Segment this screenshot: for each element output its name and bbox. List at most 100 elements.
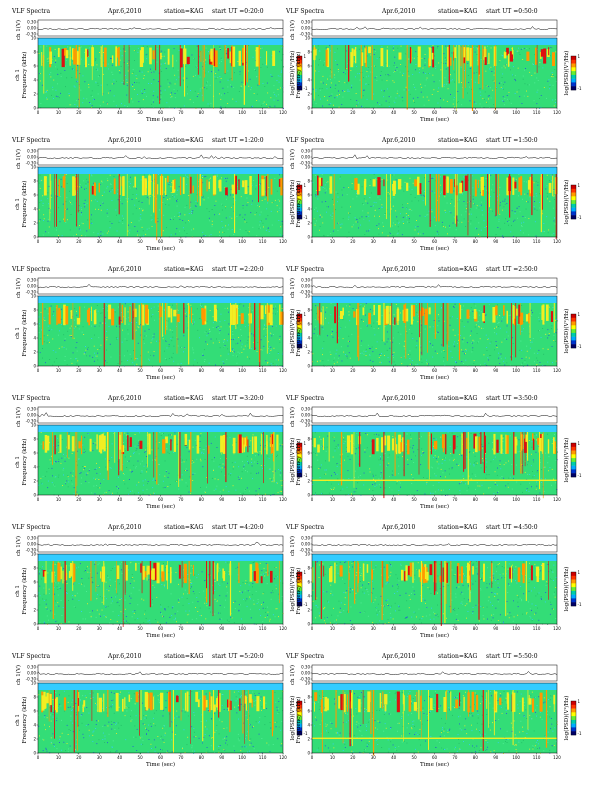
- colorbar-frame: [570, 184, 577, 220]
- noise-speckle: [264, 323, 265, 325]
- noise-speckle: [107, 310, 109, 312]
- noise-speckle: [249, 446, 251, 447]
- noise-speckle: [162, 487, 164, 489]
- noise-speckle: [176, 313, 177, 314]
- noise-speckle: [228, 333, 230, 335]
- noise-speckle: [523, 95, 525, 97]
- noise-speckle: [170, 186, 172, 188]
- noise-speckle: [40, 199, 42, 201]
- noise-speckle: [98, 325, 100, 327]
- emission-patch: [380, 48, 384, 67]
- noise-speckle: [186, 77, 188, 79]
- noise-speckle: [449, 324, 451, 326]
- noise-speckle: [444, 77, 446, 79]
- noise-speckle: [174, 216, 175, 217]
- noise-speckle: [523, 221, 525, 223]
- noise-speckle: [154, 319, 155, 321]
- noise-speckle: [315, 195, 317, 197]
- noise-speckle: [556, 92, 558, 94]
- emission-patch: [73, 48, 76, 65]
- noise-speckle: [40, 338, 42, 340]
- channel-waveform: [311, 26, 558, 30]
- noise-speckle: [453, 458, 455, 460]
- noise-speckle: [263, 226, 264, 228]
- noise-speckle: [347, 340, 349, 342]
- noise-speckle: [231, 187, 232, 189]
- noise-speckle: [463, 177, 465, 179]
- noise-speckle: [338, 80, 340, 82]
- noise-speckle: [392, 324, 394, 325]
- emission-patch: [260, 433, 262, 455]
- noise-speckle: [68, 55, 70, 57]
- noise-speckle: [381, 204, 383, 206]
- x-tick-label: 100: [512, 368, 520, 373]
- noise-speckle: [40, 432, 42, 433]
- noise-speckle: [105, 449, 107, 451]
- noise-speckle: [144, 451, 146, 453]
- noise-speckle: [351, 188, 353, 190]
- noise-speckle: [218, 341, 220, 343]
- noise-speckle: [332, 489, 334, 490]
- noise-speckle: [164, 350, 165, 352]
- noise-speckle: [360, 72, 362, 74]
- noise-speckle: [50, 72, 52, 74]
- noise-speckle: [380, 75, 382, 76]
- noise-speckle: [445, 59, 447, 61]
- noise-speckle: [315, 494, 316, 495]
- noise-speckle: [119, 470, 121, 472]
- colorbar-segment: [571, 314, 576, 318]
- noise-speckle: [136, 194, 138, 196]
- noise-speckle: [267, 455, 269, 457]
- noise-speckle: [66, 77, 68, 79]
- noise-speckle: [53, 98, 54, 99]
- noise-speckle: [221, 453, 223, 455]
- noise-speckle: [61, 439, 63, 441]
- noise-speckle: [432, 457, 434, 458]
- noise-speckle: [367, 68, 369, 70]
- noise-speckle: [54, 476, 56, 478]
- noise-speckle: [271, 479, 272, 481]
- noise-speckle: [504, 51, 505, 53]
- noise-speckle: [337, 222, 339, 224]
- noise-speckle: [538, 451, 540, 453]
- noise-speckle: [140, 472, 142, 474]
- noise-speckle: [193, 352, 195, 354]
- noise-speckle: [434, 225, 436, 227]
- noise-speckle: [52, 475, 53, 477]
- noise-speckle: [415, 303, 417, 305]
- noise-speckle: [529, 364, 531, 366]
- noise-speckle: [500, 54, 502, 56]
- noise-speckle: [260, 441, 262, 443]
- noise-speckle: [193, 57, 195, 59]
- noise-speckle: [124, 456, 126, 458]
- noise-speckle: [327, 435, 329, 437]
- noise-speckle: [449, 317, 451, 319]
- noise-speckle: [395, 210, 397, 212]
- noise-speckle: [509, 100, 510, 102]
- noise-speckle: [551, 47, 553, 49]
- noise-speckle: [405, 53, 407, 55]
- noise-speckle: [552, 307, 554, 308]
- noise-speckle: [324, 187, 326, 189]
- noise-speckle: [522, 465, 523, 466]
- noise-speckle: [232, 444, 233, 446]
- noise-speckle: [552, 99, 554, 101]
- noise-speckle: [185, 174, 186, 176]
- emission-patch: [454, 47, 456, 58]
- noise-speckle: [220, 78, 222, 79]
- noise-speckle: [476, 49, 478, 51]
- noise-speckle: [173, 345, 175, 347]
- noise-speckle: [356, 193, 357, 194]
- noise-speckle: [363, 204, 365, 206]
- noise-speckle: [444, 209, 446, 211]
- noise-speckle: [315, 325, 317, 327]
- noise-speckle: [503, 464, 505, 466]
- y-tick-label: 6: [33, 63, 36, 68]
- noise-speckle: [471, 88, 472, 90]
- noise-speckle: [231, 229, 233, 230]
- noise-speckle: [552, 362, 553, 364]
- noise-speckle: [60, 323, 62, 325]
- noise-speckle: [521, 464, 523, 466]
- spheric-streak: [103, 303, 105, 367]
- y-axis-label: Frequency (kHz): [21, 181, 28, 228]
